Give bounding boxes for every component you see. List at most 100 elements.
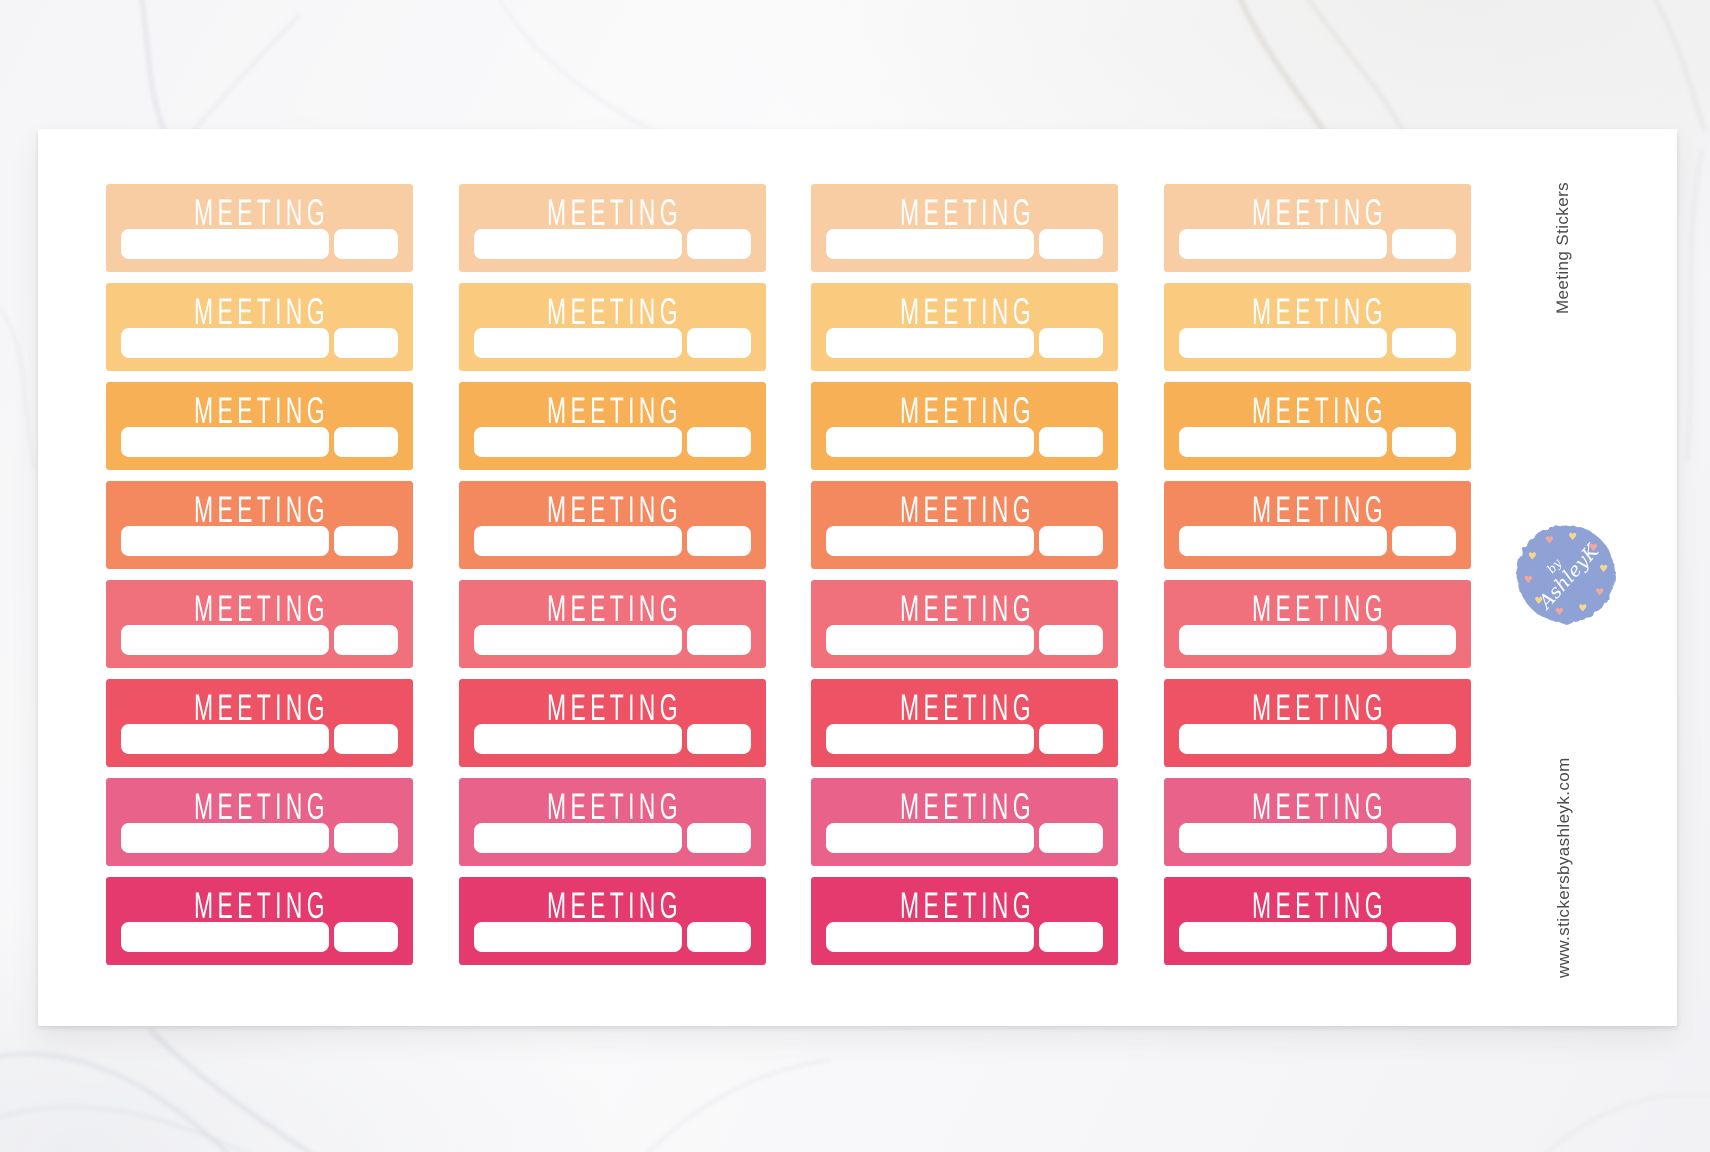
meeting-sticker: MEETING xyxy=(458,283,766,371)
sticker-label: MEETING xyxy=(194,390,330,431)
sticker-label: MEETING xyxy=(899,885,1035,926)
sticker-label: MEETING xyxy=(194,291,330,332)
sticker-label: MEETING xyxy=(546,390,682,431)
sticker-label: MEETING xyxy=(1252,489,1388,530)
sticker-name-field xyxy=(826,229,1035,259)
meeting-sticker: MEETING xyxy=(458,778,766,866)
meeting-sticker: MEETING xyxy=(458,481,766,569)
sticker-time-field xyxy=(334,427,398,457)
heart-icon: ♥ xyxy=(1534,596,1543,607)
sticker-label: MEETING xyxy=(1252,291,1388,332)
sticker-name-field xyxy=(826,526,1035,556)
sticker-label: MEETING xyxy=(899,489,1035,530)
sticker-time-field xyxy=(1392,625,1457,655)
sticker-time-field xyxy=(686,328,751,358)
sticker-time-field xyxy=(334,625,398,655)
sticker-time-field xyxy=(334,922,398,952)
meeting-sticker: MEETING xyxy=(1164,382,1472,470)
sticker-label: MEETING xyxy=(899,687,1035,728)
sticker-time-field xyxy=(1392,526,1457,556)
heart-icon: ♥ xyxy=(1545,535,1554,546)
meeting-sticker: MEETING xyxy=(458,877,766,965)
sticker-time-field xyxy=(686,229,751,259)
sticker-label: MEETING xyxy=(194,786,330,827)
sticker-label: MEETING xyxy=(899,192,1035,233)
sticker-time-field xyxy=(1039,922,1104,952)
sticker-name-field xyxy=(121,526,329,556)
sticker-time-field xyxy=(1039,328,1104,358)
sticker-name-field xyxy=(826,328,1035,358)
meeting-sticker: MEETING xyxy=(106,679,413,767)
meeting-sticker: MEETING xyxy=(1164,481,1472,569)
sticker-time-field xyxy=(686,823,751,853)
sticker-label: MEETING xyxy=(194,192,330,233)
sticker-label: MEETING xyxy=(899,390,1035,431)
sticker-label: MEETING xyxy=(1252,390,1388,431)
sticker-time-field xyxy=(334,526,398,556)
sticker-time-field xyxy=(1392,823,1457,853)
sticker-label: MEETING xyxy=(546,687,682,728)
heart-icon: ♥ xyxy=(1589,543,1598,554)
sticker-name-field xyxy=(1179,526,1388,556)
sticker-name-field xyxy=(121,427,329,457)
sticker-label: MEETING xyxy=(899,291,1035,332)
heart-icon: ♥ xyxy=(1578,604,1587,615)
sticker-name-field xyxy=(1179,922,1388,952)
heart-icon: ♥ xyxy=(1599,564,1608,575)
sticker-name-field xyxy=(826,922,1035,952)
meeting-sticker: MEETING xyxy=(458,382,766,470)
meeting-sticker: MEETING xyxy=(1164,283,1472,371)
sticker-name-field xyxy=(121,724,329,754)
sticker-name-field xyxy=(473,625,682,655)
sticker-label: MEETING xyxy=(546,192,682,233)
sticker-time-field xyxy=(1392,922,1457,952)
sticker-name-field xyxy=(1179,328,1388,358)
sticker-time-field xyxy=(1392,229,1457,259)
meeting-sticker: MEETING xyxy=(106,481,413,569)
heart-icon: ♥ xyxy=(1555,607,1564,618)
sticker-time-field xyxy=(1392,328,1457,358)
sticker-name-field xyxy=(826,724,1035,754)
sticker-time-field xyxy=(686,625,751,655)
sticker-name-field xyxy=(121,625,329,655)
meeting-sticker: MEETING xyxy=(811,184,1119,272)
sticker-name-field xyxy=(826,427,1035,457)
meeting-sticker: MEETING xyxy=(1164,580,1472,668)
sticker-time-field xyxy=(1039,724,1104,754)
sticker-label: MEETING xyxy=(899,786,1035,827)
meeting-sticker: MEETING xyxy=(1164,778,1472,866)
sticker-time-field xyxy=(1039,625,1104,655)
meeting-sticker: MEETING xyxy=(106,778,413,866)
sticker-label: MEETING xyxy=(194,885,330,926)
sticker-name-field xyxy=(473,823,682,853)
sticker-time-field xyxy=(1039,823,1104,853)
meeting-sticker: MEETING xyxy=(458,679,766,767)
sticker-label: MEETING xyxy=(194,489,330,530)
sticker-name-field xyxy=(1179,625,1388,655)
sticker-label: MEETING xyxy=(1252,786,1388,827)
sticker-label: MEETING xyxy=(1252,885,1388,926)
sticker-label: MEETING xyxy=(546,885,682,926)
meeting-sticker: MEETING xyxy=(106,283,413,371)
meeting-sticker: MEETING xyxy=(811,778,1119,866)
heart-icon: ♥ xyxy=(1528,552,1537,563)
meeting-sticker: MEETING xyxy=(811,283,1119,371)
brand-logo: ♥♥♥♥♥♥♥♥♥♥ by AshleyK xyxy=(1517,525,1615,623)
sticker-name-field xyxy=(121,922,329,952)
sticker-name-field xyxy=(1179,823,1388,853)
sticker-grid: MEETING MEETING MEETING MEETING xyxy=(106,184,1472,965)
sticker-time-field xyxy=(334,724,398,754)
meeting-sticker: MEETING xyxy=(811,877,1119,965)
sticker-time-field xyxy=(334,823,398,853)
sticker-name-field xyxy=(473,328,682,358)
heart-icon: ♥ xyxy=(1568,532,1577,543)
meeting-sticker: MEETING xyxy=(458,580,766,668)
sticker-label: MEETING xyxy=(899,588,1035,629)
sticker-time-field xyxy=(334,328,398,358)
meeting-sticker: MEETING xyxy=(811,481,1119,569)
sticker-label: MEETING xyxy=(1252,588,1388,629)
sticker-name-field xyxy=(473,922,682,952)
sticker-time-field xyxy=(1039,427,1104,457)
meeting-sticker: MEETING xyxy=(811,679,1119,767)
sticker-name-field xyxy=(121,328,329,358)
